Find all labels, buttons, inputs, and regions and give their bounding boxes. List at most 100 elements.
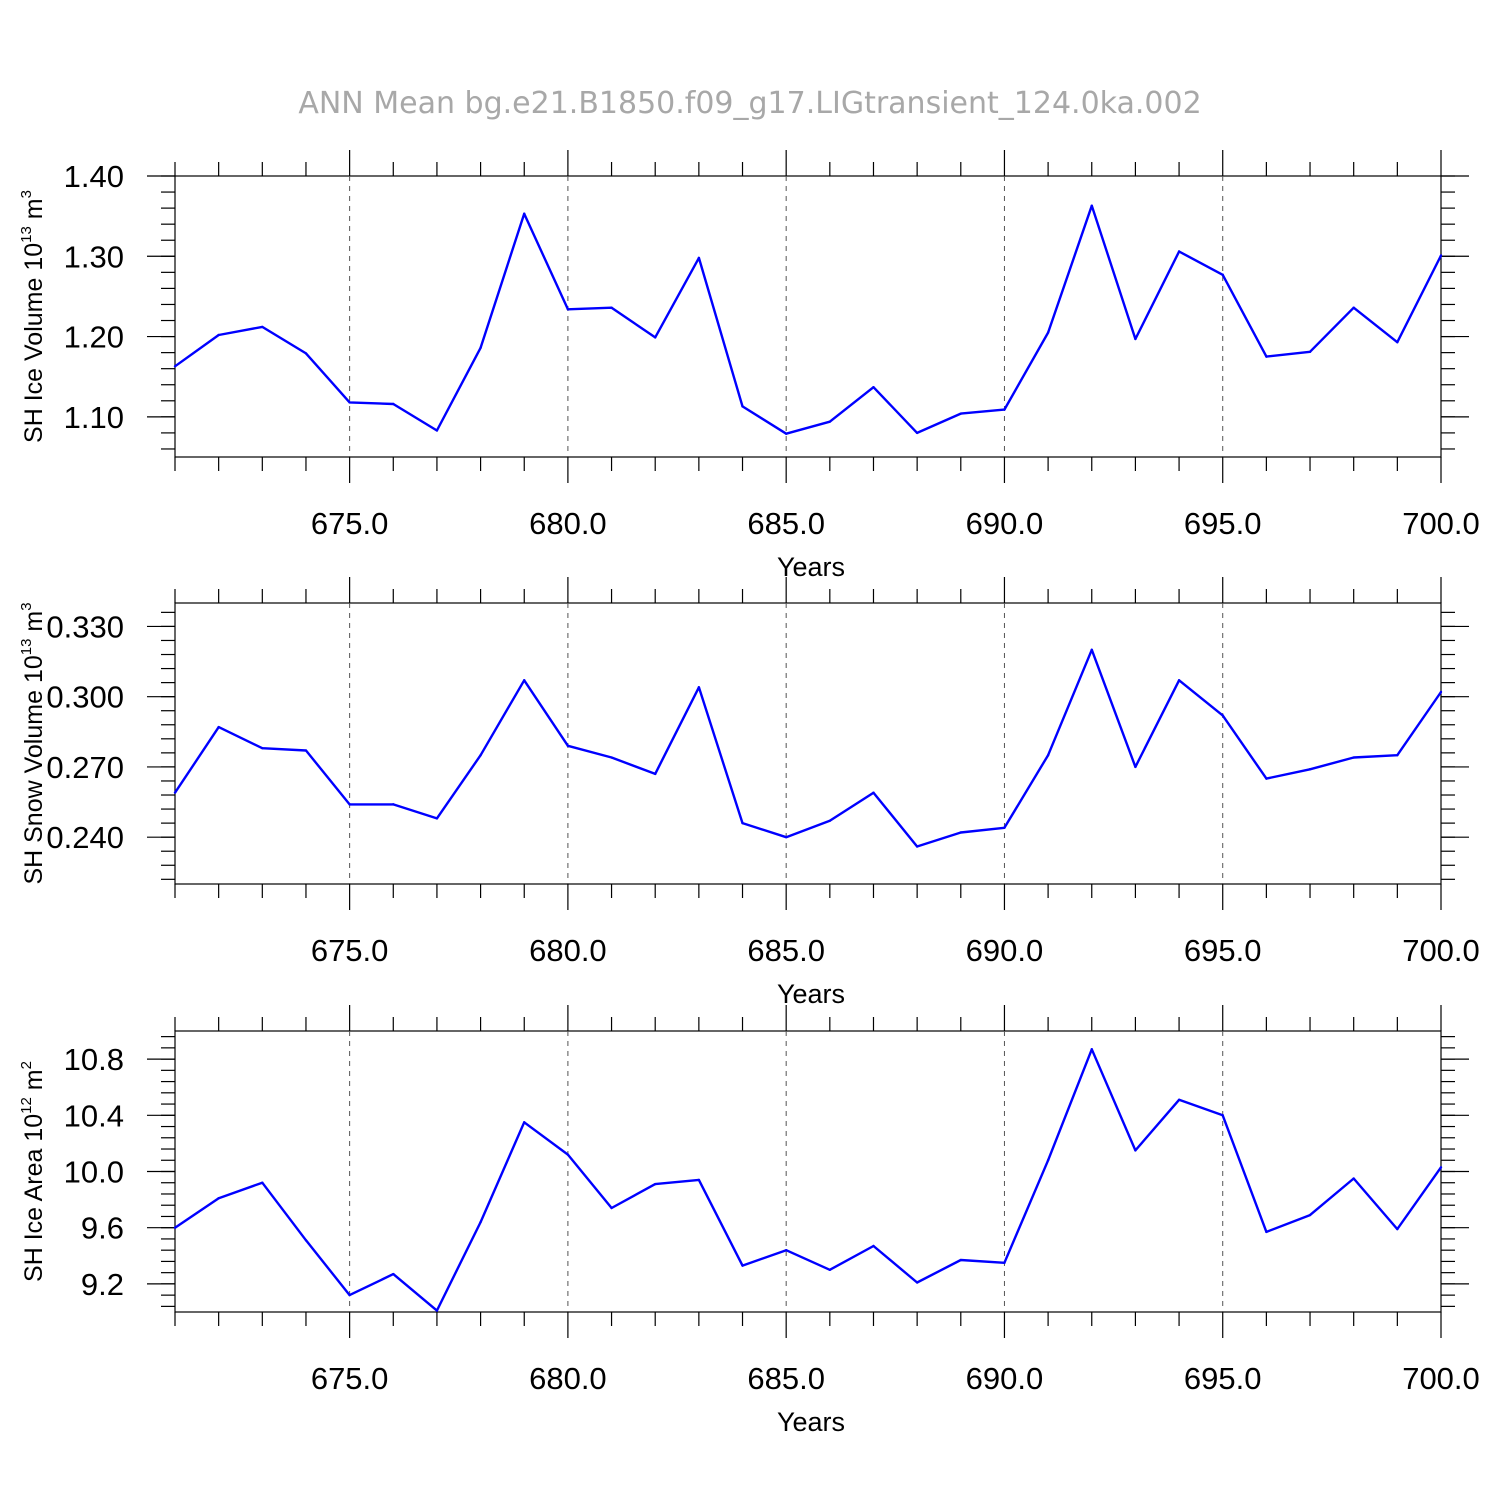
- x-tick-label: 685.0: [747, 933, 825, 968]
- figure-title: ANN Mean bg.e21.B1850.f09_g17.LIGtransie…: [298, 86, 1201, 121]
- data-point: [959, 412, 962, 415]
- data-point: [654, 336, 657, 339]
- data-point: [217, 1196, 220, 1200]
- data-point: [1177, 250, 1181, 253]
- data-point: [1003, 1261, 1006, 1265]
- data-point: [304, 352, 308, 355]
- data-point: [1221, 273, 1224, 276]
- data-point: [523, 212, 526, 215]
- data-point: [697, 1178, 701, 1182]
- x-axis-label: Years: [777, 1407, 845, 1437]
- data-point: [872, 385, 875, 389]
- data-point: [1090, 648, 1093, 652]
- series-line: [174, 204, 1443, 435]
- x-tick-label: 700.0: [1402, 506, 1480, 541]
- y-tick-label: 1.20: [64, 320, 124, 355]
- data-point: [654, 772, 657, 776]
- x-tick-label: 695.0: [1184, 933, 1262, 968]
- data-point: [392, 1272, 395, 1276]
- y-axis-label-text: SH Ice Volume 10: [20, 243, 48, 443]
- x-tick-label: 690.0: [966, 1361, 1044, 1396]
- data-point: [1308, 350, 1312, 354]
- data-point: [1396, 754, 1399, 757]
- panel-snow-volume: 675.0 680.0 685.0 690.0 695.0 700.0 Years 0.240…: [18, 577, 1480, 1009]
- y-axis-label-superscript: 13: [18, 639, 35, 656]
- data-point: [304, 749, 308, 752]
- y-tick-label: 0.270: [46, 750, 124, 785]
- data-point: [1265, 777, 1268, 780]
- data-point: [435, 817, 439, 820]
- y-tick-label: 9.6: [81, 1211, 124, 1246]
- data-point: [1439, 1166, 1443, 1169]
- y-tick-label: 1.40: [64, 159, 124, 194]
- data-point: [697, 256, 701, 260]
- data-point: [348, 803, 351, 806]
- data-point: [173, 365, 177, 368]
- data-point: [1308, 1213, 1312, 1217]
- data-point: [784, 835, 788, 839]
- data-point: [1090, 1048, 1093, 1051]
- x-tick-label: 685.0: [747, 1361, 825, 1396]
- data-point: [1134, 337, 1137, 341]
- data-point: [872, 1244, 875, 1248]
- data-point: [1308, 768, 1312, 771]
- data-point: [872, 791, 875, 794]
- data-point: [1177, 1098, 1181, 1102]
- plot-frame: [174, 175, 1442, 458]
- y-tick-label: 1.10: [64, 400, 124, 435]
- data-point: [610, 756, 613, 759]
- x-tick-label: 680.0: [529, 933, 607, 968]
- data-point: [654, 1182, 657, 1186]
- y-tick-label: 0.240: [46, 820, 124, 855]
- y-axis-label-superscript: 3: [18, 190, 35, 198]
- data-point: [479, 1220, 482, 1224]
- data-point: [741, 405, 744, 408]
- data-point: [1439, 690, 1443, 694]
- data-point: [1134, 765, 1137, 769]
- y-tick-label: 10.8: [64, 1042, 124, 1077]
- data-point: [741, 1264, 744, 1267]
- data-point: [915, 431, 919, 435]
- data-point: [304, 1239, 308, 1242]
- data-point: [1221, 714, 1224, 717]
- y-tick-label: 10.0: [64, 1155, 124, 1190]
- y-axis-label: SH Ice Volume 1013 m3: [18, 190, 48, 443]
- data-point: [1352, 756, 1355, 759]
- data-point: [1265, 355, 1268, 358]
- data-point: [173, 1226, 177, 1229]
- x-tick-label: 690.0: [966, 933, 1044, 968]
- y-axis-label-text: SH Ice Area 10: [20, 1114, 48, 1282]
- data-point: [959, 1258, 962, 1262]
- y-axis-label-text: m: [20, 1069, 48, 1097]
- x-tick-label: 675.0: [311, 1361, 389, 1396]
- data-point: [1352, 306, 1355, 309]
- y-axis-label: SH Ice Area 1012 m2: [18, 1061, 48, 1282]
- y-tick-label: 9.2: [81, 1267, 124, 1302]
- x-axis-label: Years: [777, 552, 845, 582]
- data-point: [566, 1153, 570, 1156]
- data-point: [435, 429, 439, 432]
- data-point: [392, 402, 395, 406]
- data-point: [1265, 1230, 1268, 1234]
- data-point: [261, 325, 264, 329]
- data-point: [828, 1268, 832, 1272]
- plot-frame: [174, 602, 1442, 885]
- data-point: [1003, 408, 1006, 411]
- data-point: [348, 401, 351, 404]
- x-tick-label: 680.0: [529, 1361, 607, 1396]
- data-point: [828, 420, 832, 423]
- data-point: [435, 1309, 439, 1312]
- x-tick-label: 695.0: [1184, 506, 1262, 541]
- series-line: [174, 1048, 1442, 1312]
- data-point: [784, 1248, 788, 1252]
- data-point: [828, 819, 832, 822]
- data-point: [1177, 679, 1181, 682]
- x-tick-label: 695.0: [1184, 1361, 1262, 1396]
- y-tick-label: 10.4: [64, 1098, 124, 1133]
- plot-frame: [174, 1030, 1442, 1313]
- y-axis-label-superscript: 3: [18, 602, 35, 610]
- data-point: [741, 821, 744, 825]
- data-point: [1046, 754, 1050, 757]
- data-point: [1396, 1227, 1399, 1231]
